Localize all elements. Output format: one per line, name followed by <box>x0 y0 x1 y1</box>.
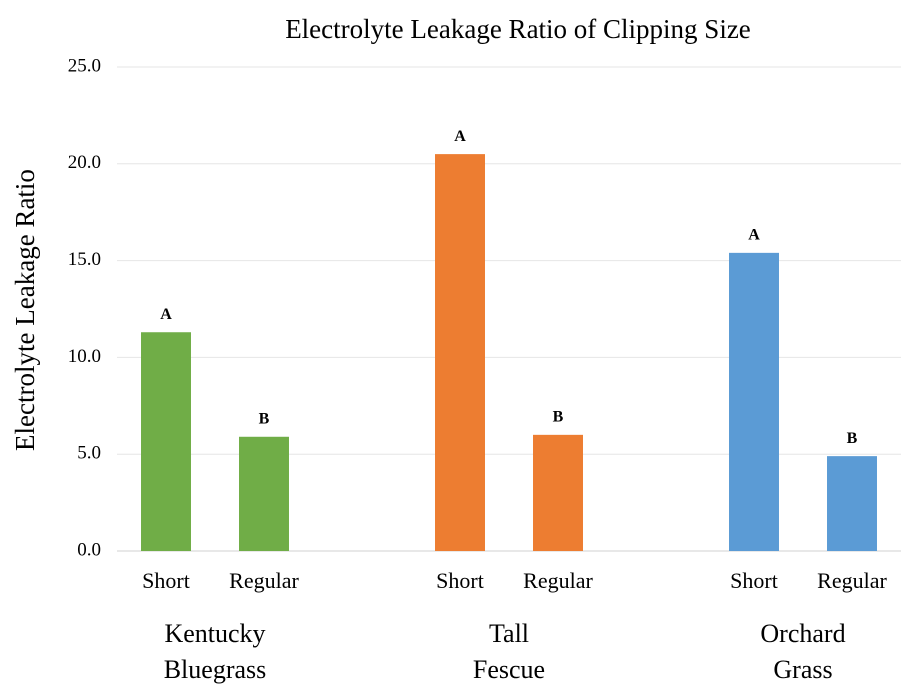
group-label: Bluegrass <box>164 655 267 684</box>
data-label: A <box>160 306 172 323</box>
y-tick-label: 20.0 <box>68 152 101 173</box>
group-label: Grass <box>773 655 832 684</box>
group-label: Orchard <box>760 619 845 648</box>
x-tick-label: Regular <box>817 568 887 593</box>
data-label: B <box>847 430 858 447</box>
bar <box>533 434 583 551</box>
y-tick-label: 10.0 <box>68 346 101 367</box>
x-tick-label: Short <box>730 568 778 593</box>
bar <box>435 154 485 551</box>
x-tick-label: Regular <box>229 568 299 593</box>
x-tick-label: Short <box>436 568 484 593</box>
data-label: A <box>748 227 760 244</box>
bar <box>239 436 289 551</box>
y-tick-label: 15.0 <box>68 249 101 270</box>
chart-title: Electrolyte Leakage Ratio of Clipping Si… <box>285 14 751 44</box>
data-label: A <box>454 128 466 145</box>
y-axis-label: Electrolyte Leakage Ratio <box>10 169 40 451</box>
group-label: Kentucky <box>164 619 265 648</box>
y-tick-label: 25.0 <box>68 55 101 76</box>
group-label: Tall <box>489 619 529 648</box>
y-tick-label: 5.0 <box>77 443 101 464</box>
bar <box>729 252 779 551</box>
x-tick-label: Short <box>142 568 190 593</box>
bar <box>141 332 191 551</box>
data-label: B <box>259 410 270 427</box>
data-label: B <box>553 409 564 426</box>
group-label: Fescue <box>473 655 545 684</box>
bar <box>827 456 877 551</box>
y-tick-label: 0.0 <box>77 539 101 560</box>
x-tick-label: Regular <box>523 568 593 593</box>
